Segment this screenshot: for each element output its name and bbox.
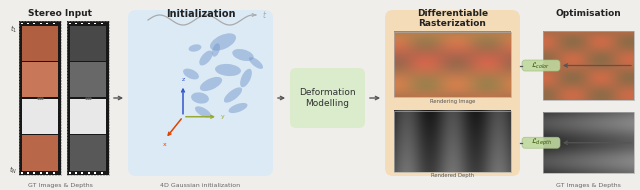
- Ellipse shape: [240, 69, 252, 87]
- Bar: [94, 22, 97, 24]
- Text: Deformation
Modelling: Deformation Modelling: [299, 88, 356, 108]
- Bar: [33, 172, 35, 173]
- Bar: [20, 172, 22, 173]
- Text: GT Images & Depths: GT Images & Depths: [28, 183, 93, 188]
- Text: x: x: [163, 142, 166, 147]
- Bar: [40, 172, 42, 173]
- Text: $t$: $t$: [262, 10, 268, 21]
- Ellipse shape: [199, 51, 212, 66]
- Bar: [543, 31, 634, 100]
- Text: GT Images & Depths: GT Images & Depths: [556, 183, 621, 188]
- Text: $\mathcal{L}_{depth}$: $\mathcal{L}_{depth}$: [531, 137, 552, 149]
- Bar: [70, 135, 106, 170]
- Ellipse shape: [191, 92, 209, 104]
- Ellipse shape: [212, 43, 220, 57]
- Ellipse shape: [228, 103, 248, 113]
- Bar: [67, 21, 109, 175]
- Text: $\mathcal{L}_{color}$: $\mathcal{L}_{color}$: [531, 60, 550, 71]
- Bar: [543, 112, 634, 173]
- Bar: [27, 22, 29, 24]
- Bar: [101, 172, 103, 173]
- Bar: [101, 22, 103, 24]
- Ellipse shape: [183, 69, 199, 79]
- Bar: [394, 111, 511, 172]
- Bar: [394, 32, 511, 97]
- Ellipse shape: [189, 44, 202, 52]
- Text: z: z: [181, 77, 184, 82]
- Bar: [46, 172, 49, 173]
- Bar: [75, 172, 77, 173]
- Bar: [22, 25, 58, 61]
- Bar: [20, 22, 22, 24]
- Bar: [22, 99, 58, 134]
- Bar: [22, 135, 58, 170]
- Ellipse shape: [232, 49, 253, 61]
- Bar: [75, 22, 77, 24]
- Bar: [70, 25, 106, 61]
- Ellipse shape: [215, 64, 241, 76]
- Bar: [81, 172, 83, 173]
- Ellipse shape: [249, 57, 263, 69]
- FancyBboxPatch shape: [290, 68, 365, 128]
- Bar: [27, 172, 29, 173]
- Bar: [46, 22, 49, 24]
- Bar: [70, 62, 106, 97]
- Ellipse shape: [195, 106, 211, 118]
- Bar: [22, 62, 58, 97]
- Bar: [88, 172, 90, 173]
- Bar: [68, 22, 70, 24]
- Text: Rendered Depth: Rendered Depth: [431, 173, 474, 178]
- Bar: [68, 172, 70, 173]
- Bar: [19, 21, 61, 175]
- Bar: [19, 21, 61, 175]
- Ellipse shape: [200, 77, 222, 91]
- Bar: [70, 99, 106, 134]
- FancyBboxPatch shape: [385, 10, 520, 176]
- Text: Initialization: Initialization: [166, 9, 236, 19]
- Text: Rendering Image: Rendering Image: [430, 99, 475, 104]
- Bar: [53, 22, 55, 24]
- Bar: [88, 22, 90, 24]
- Text: 4D Gaussian initialization: 4D Gaussian initialization: [161, 183, 241, 188]
- Text: $t_N$: $t_N$: [9, 164, 17, 176]
- Text: Stereo Input: Stereo Input: [29, 9, 93, 18]
- Text: Optimisation: Optimisation: [556, 9, 621, 18]
- Ellipse shape: [224, 87, 242, 103]
- FancyBboxPatch shape: [522, 137, 560, 148]
- Ellipse shape: [210, 33, 236, 51]
- Text: Differentiable
Rasterization: Differentiable Rasterization: [417, 9, 488, 28]
- FancyBboxPatch shape: [128, 10, 273, 176]
- Bar: [67, 21, 109, 175]
- Text: y: y: [221, 114, 225, 119]
- Bar: [94, 172, 97, 173]
- Bar: [53, 172, 55, 173]
- Bar: [40, 22, 42, 24]
- Text: $t_1$: $t_1$: [10, 23, 17, 35]
- Bar: [33, 22, 35, 24]
- Bar: [81, 22, 83, 24]
- FancyBboxPatch shape: [522, 60, 560, 71]
